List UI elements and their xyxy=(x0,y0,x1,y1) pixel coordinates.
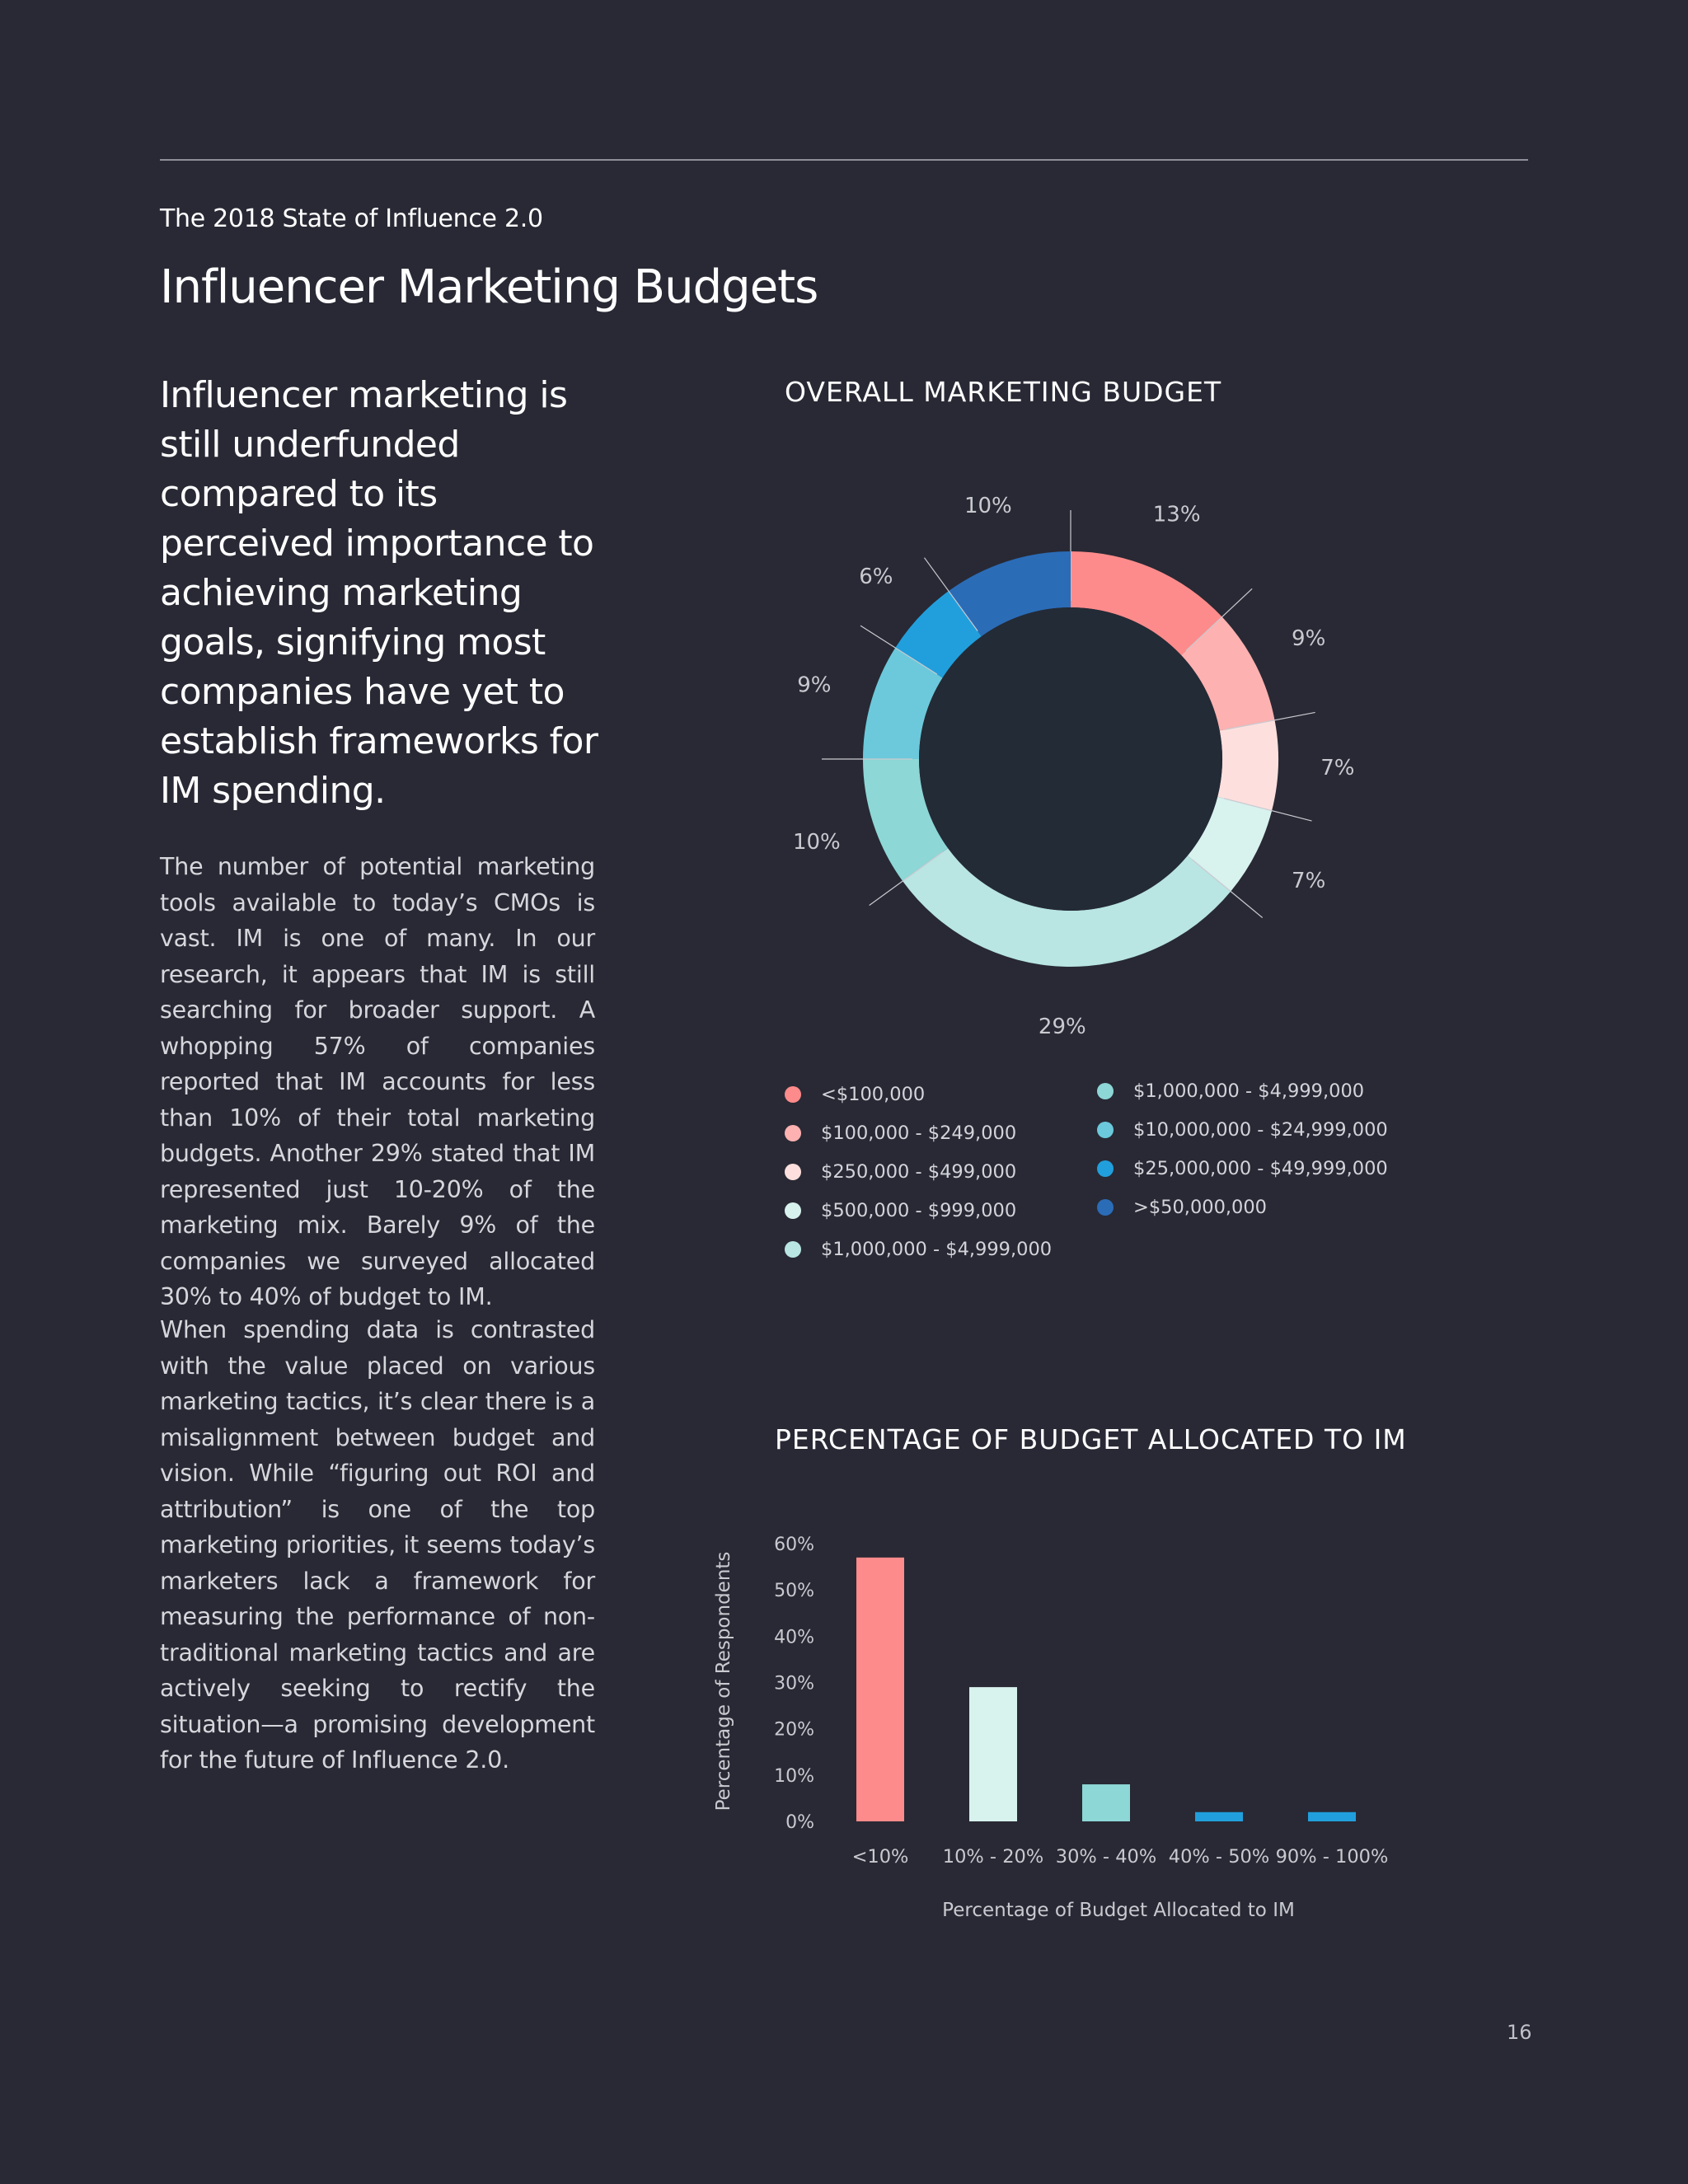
legend-swatch xyxy=(785,1164,801,1180)
donut-leader-line xyxy=(1226,711,1315,730)
donut-slice-label: 7% xyxy=(1320,756,1354,780)
y-tick-label: 10% xyxy=(774,1766,814,1787)
donut-slice-label: 29% xyxy=(1039,1015,1086,1039)
legend-label: $250,000 - $499,000 xyxy=(821,1161,1017,1183)
donut-slice-label: 13% xyxy=(1153,503,1201,527)
bar-chart-title: PERCENTAGE OF BUDGET ALLOCATED TO IM xyxy=(775,1423,1407,1455)
x-tick-label: 10% - 20% xyxy=(943,1846,1043,1868)
y-tick-label: 0% xyxy=(785,1812,814,1833)
page-number: 16 xyxy=(1507,2021,1532,2044)
donut-slice-label: 6% xyxy=(859,565,893,589)
donut-slice-label: 10% xyxy=(964,494,1012,518)
legend-swatch xyxy=(785,1086,801,1103)
legend-swatch xyxy=(785,1125,801,1141)
legend-item: $25,000,000 - $49,999,000 xyxy=(1097,1158,1388,1179)
donut-slice xyxy=(895,591,982,678)
donut-slice xyxy=(863,647,943,759)
legend-swatch xyxy=(785,1241,801,1258)
bar xyxy=(1195,1811,1243,1821)
y-axis-label: Percentage of Respondents xyxy=(713,1552,734,1811)
legend-item: $1,000,000 - $4,999,000 xyxy=(785,1239,1052,1260)
donut-chart: 13% 9% 7% 7% 29% 10% 9% 6% 10% xyxy=(793,494,1355,1039)
y-tick-label: 50% xyxy=(774,1581,814,1601)
legend-item: $10,000,000 - $24,999,000 xyxy=(1097,1119,1388,1141)
legend-item: $1,000,000 - $4,999,000 xyxy=(1097,1080,1364,1102)
y-tick-label: 20% xyxy=(774,1720,814,1741)
legend-label: >$50,000,000 xyxy=(1133,1197,1267,1218)
doc-title: The 2018 State of Influence 2.0 xyxy=(160,204,543,233)
donut-leader-line xyxy=(869,851,944,906)
section-title: Influencer Marketing Budgets xyxy=(160,260,818,314)
donut-leader-line xyxy=(924,557,978,632)
donut-slice-label: 9% xyxy=(1292,626,1325,651)
body-paragraph-1: The number of potential marketing tools … xyxy=(160,853,595,1310)
legend-label: $1,000,000 - $4,999,000 xyxy=(821,1239,1053,1260)
x-tick-label: 40% - 50% xyxy=(1169,1846,1269,1868)
donut-slice-label: 10% xyxy=(793,830,841,855)
bar xyxy=(969,1687,1017,1821)
legend-item: $500,000 - $999,000 xyxy=(785,1200,1016,1221)
x-tick-label: <10% xyxy=(852,1846,909,1868)
x-tick-label: 90% - 100% xyxy=(1276,1846,1389,1868)
y-tick-label: 40% xyxy=(774,1627,814,1647)
donut-leader-line xyxy=(1185,588,1253,652)
bar-chart: 0% 10% 20% 30% 40% 50% 60% <10% 10% - 20% 30% - 4… xyxy=(713,1535,1389,1921)
donut-slice xyxy=(1187,796,1273,892)
donut-leader-line xyxy=(860,625,938,675)
lede-text: Influencer marketing is still underfunde… xyxy=(160,374,598,812)
bar xyxy=(1082,1784,1130,1821)
bar xyxy=(856,1557,904,1821)
legend-label: $25,000,000 - $49,999,000 xyxy=(1133,1158,1388,1179)
donut-slice xyxy=(863,759,949,882)
donut-slice xyxy=(903,848,1231,967)
donut-slice xyxy=(1217,719,1278,811)
legend-item: <$100,000 xyxy=(785,1084,925,1105)
donut-slice xyxy=(1071,551,1222,656)
legend-item: $100,000 - $249,000 xyxy=(785,1122,1016,1144)
legend-swatch xyxy=(1097,1199,1114,1216)
legend-swatch xyxy=(1097,1083,1114,1099)
legend-item: $250,000 - $499,000 xyxy=(785,1161,1016,1183)
legend-swatch xyxy=(1097,1160,1114,1177)
donut-leader-line xyxy=(1223,798,1312,822)
legend-label: <$100,000 xyxy=(821,1084,926,1105)
legend-label: $500,000 - $999,000 xyxy=(821,1200,1017,1221)
legend-swatch xyxy=(1097,1122,1114,1138)
y-tick-label: 30% xyxy=(774,1674,814,1694)
donut-center xyxy=(919,607,1222,911)
legend-label: $10,000,000 - $24,999,000 xyxy=(1133,1119,1388,1141)
donut-chart-title: OVERALL MARKETING BUDGET xyxy=(785,376,1222,408)
donut-slice xyxy=(948,551,1071,637)
donut-slice-label: 7% xyxy=(1292,869,1325,893)
header-rule xyxy=(160,159,1528,161)
bar xyxy=(1308,1811,1356,1821)
x-tick-label: 30% - 40% xyxy=(1056,1846,1156,1868)
body-paragraph-2: When spending data is contrasted with th… xyxy=(160,1316,595,1774)
x-axis-label: Percentage of Budget Allocated to IM xyxy=(942,1900,1295,1921)
legend-label: $1,000,000 - $4,999,000 xyxy=(1133,1080,1365,1102)
donut-slice xyxy=(1181,616,1275,731)
legend-label: $100,000 - $249,000 xyxy=(821,1122,1017,1144)
legend-item: >$50,000,000 xyxy=(1097,1197,1267,1218)
donut-leader-line xyxy=(1192,859,1264,918)
y-tick-label: 60% xyxy=(774,1535,814,1555)
legend-swatch xyxy=(785,1202,801,1219)
donut-slice-label: 9% xyxy=(797,673,831,698)
